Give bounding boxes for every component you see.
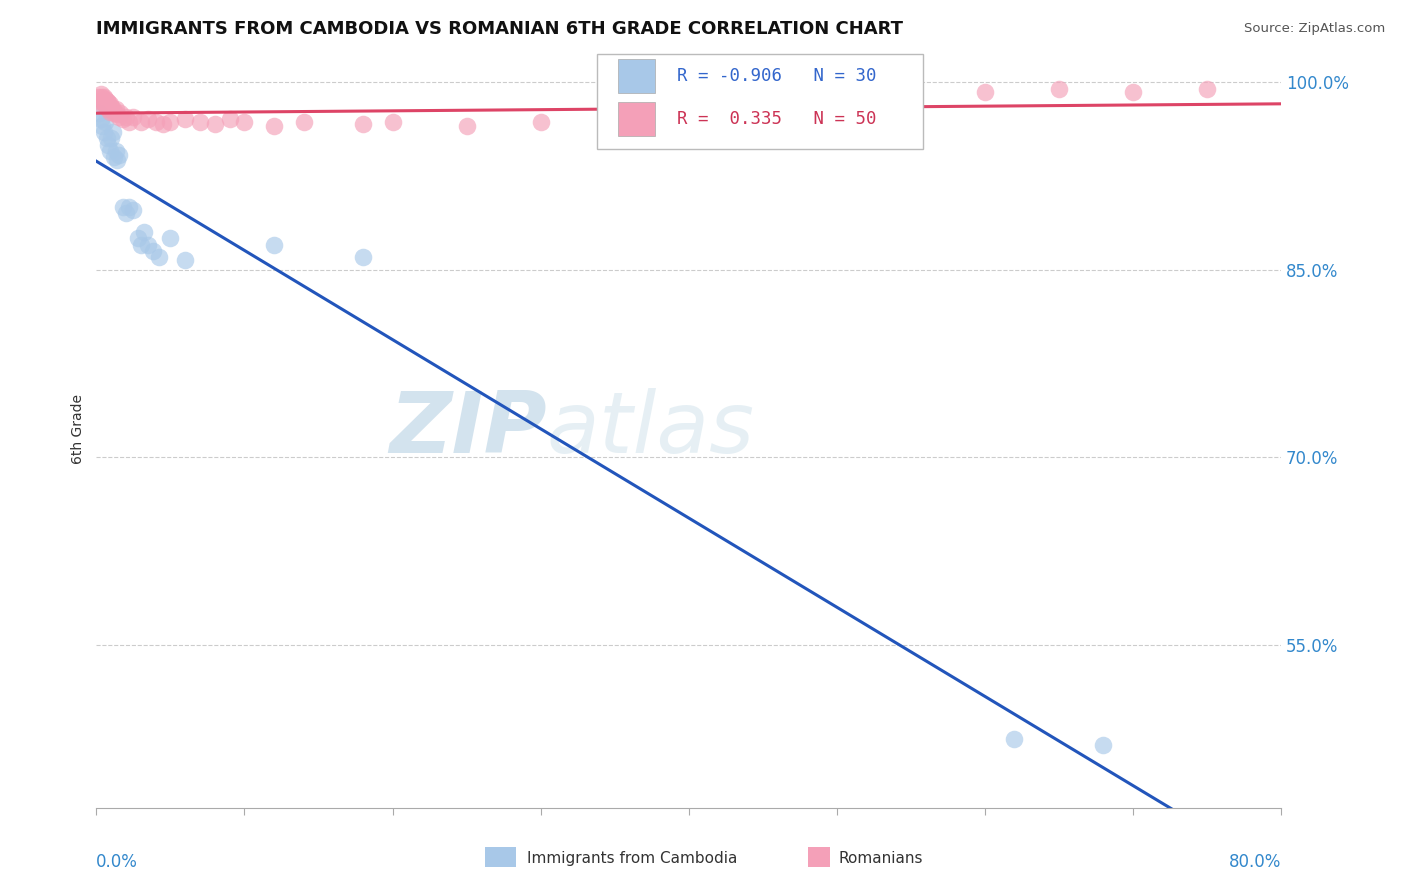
Text: Romanians: Romanians xyxy=(838,851,922,865)
Point xyxy=(174,252,197,267)
Point xyxy=(129,237,152,252)
Point xyxy=(456,119,478,133)
Point xyxy=(118,115,141,129)
Point xyxy=(96,131,118,145)
Point xyxy=(122,202,145,217)
Point xyxy=(233,115,256,129)
Point xyxy=(90,112,112,127)
Point xyxy=(174,112,197,127)
Point xyxy=(292,115,315,129)
Point xyxy=(136,112,159,127)
Point xyxy=(1047,82,1070,96)
Point xyxy=(122,110,145,124)
Point xyxy=(105,153,128,167)
Point xyxy=(101,125,124,139)
Point xyxy=(148,250,170,264)
Text: 0.0%: 0.0% xyxy=(97,853,138,871)
Point xyxy=(136,237,159,252)
Point xyxy=(1092,738,1115,752)
Point xyxy=(94,97,117,112)
Text: R = -0.906   N = 30: R = -0.906 N = 30 xyxy=(676,67,876,85)
Point xyxy=(93,125,115,139)
Point xyxy=(97,95,120,109)
Point xyxy=(91,119,114,133)
Point xyxy=(103,106,125,120)
Point xyxy=(1002,731,1025,746)
Point xyxy=(105,107,128,121)
Point xyxy=(93,95,115,109)
Point xyxy=(707,118,730,132)
Point xyxy=(91,97,114,112)
Point xyxy=(96,100,118,114)
Point xyxy=(94,93,117,107)
Text: R =  0.335   N = 50: R = 0.335 N = 50 xyxy=(676,111,876,128)
Point xyxy=(973,85,995,99)
Point xyxy=(90,87,112,102)
FancyBboxPatch shape xyxy=(598,54,924,149)
Point xyxy=(352,250,374,264)
Point xyxy=(107,147,129,161)
Point xyxy=(132,225,155,239)
Point xyxy=(96,94,118,108)
Point xyxy=(111,200,134,214)
Point xyxy=(1122,85,1144,99)
Point xyxy=(103,150,125,164)
Point xyxy=(145,115,167,129)
Point xyxy=(603,118,626,132)
Text: Source: ZipAtlas.com: Source: ZipAtlas.com xyxy=(1244,22,1385,36)
Point xyxy=(104,103,127,117)
Text: ZIP: ZIP xyxy=(389,388,547,471)
Point xyxy=(142,244,165,258)
FancyBboxPatch shape xyxy=(617,103,655,136)
Point xyxy=(97,103,120,117)
Point xyxy=(188,115,211,129)
FancyBboxPatch shape xyxy=(617,59,655,93)
Point xyxy=(118,200,141,214)
Point xyxy=(352,118,374,132)
Point xyxy=(1195,82,1218,96)
Point xyxy=(100,100,122,114)
Text: atlas: atlas xyxy=(547,388,755,471)
Point xyxy=(104,144,127,158)
Point xyxy=(98,105,121,120)
Point xyxy=(87,90,110,104)
Text: IMMIGRANTS FROM CAMBODIA VS ROMANIAN 6TH GRADE CORRELATION CHART: IMMIGRANTS FROM CAMBODIA VS ROMANIAN 6TH… xyxy=(97,20,903,38)
Point xyxy=(89,94,111,108)
Text: Immigrants from Cambodia: Immigrants from Cambodia xyxy=(527,851,738,865)
Point xyxy=(529,115,551,129)
Point xyxy=(94,115,117,129)
Point xyxy=(93,90,115,104)
Text: 80.0%: 80.0% xyxy=(1229,853,1281,871)
Point xyxy=(107,110,129,124)
Point xyxy=(648,119,671,133)
Point xyxy=(101,103,124,117)
Point xyxy=(111,112,134,127)
Point xyxy=(91,94,114,108)
Point xyxy=(159,115,181,129)
Point xyxy=(89,106,111,120)
Point xyxy=(100,131,122,145)
Point xyxy=(263,237,285,252)
Point xyxy=(108,106,131,120)
Point xyxy=(90,90,112,104)
Point xyxy=(115,206,138,220)
Point xyxy=(97,137,120,152)
Point xyxy=(127,231,149,245)
Point xyxy=(263,119,285,133)
Point xyxy=(218,112,240,127)
Point xyxy=(129,115,152,129)
Point xyxy=(381,115,404,129)
Y-axis label: 6th Grade: 6th Grade xyxy=(72,394,86,464)
Point xyxy=(98,97,121,112)
Point xyxy=(152,118,174,132)
Point xyxy=(204,118,226,132)
Point xyxy=(159,231,181,245)
Point xyxy=(98,144,121,158)
Point xyxy=(115,110,138,124)
